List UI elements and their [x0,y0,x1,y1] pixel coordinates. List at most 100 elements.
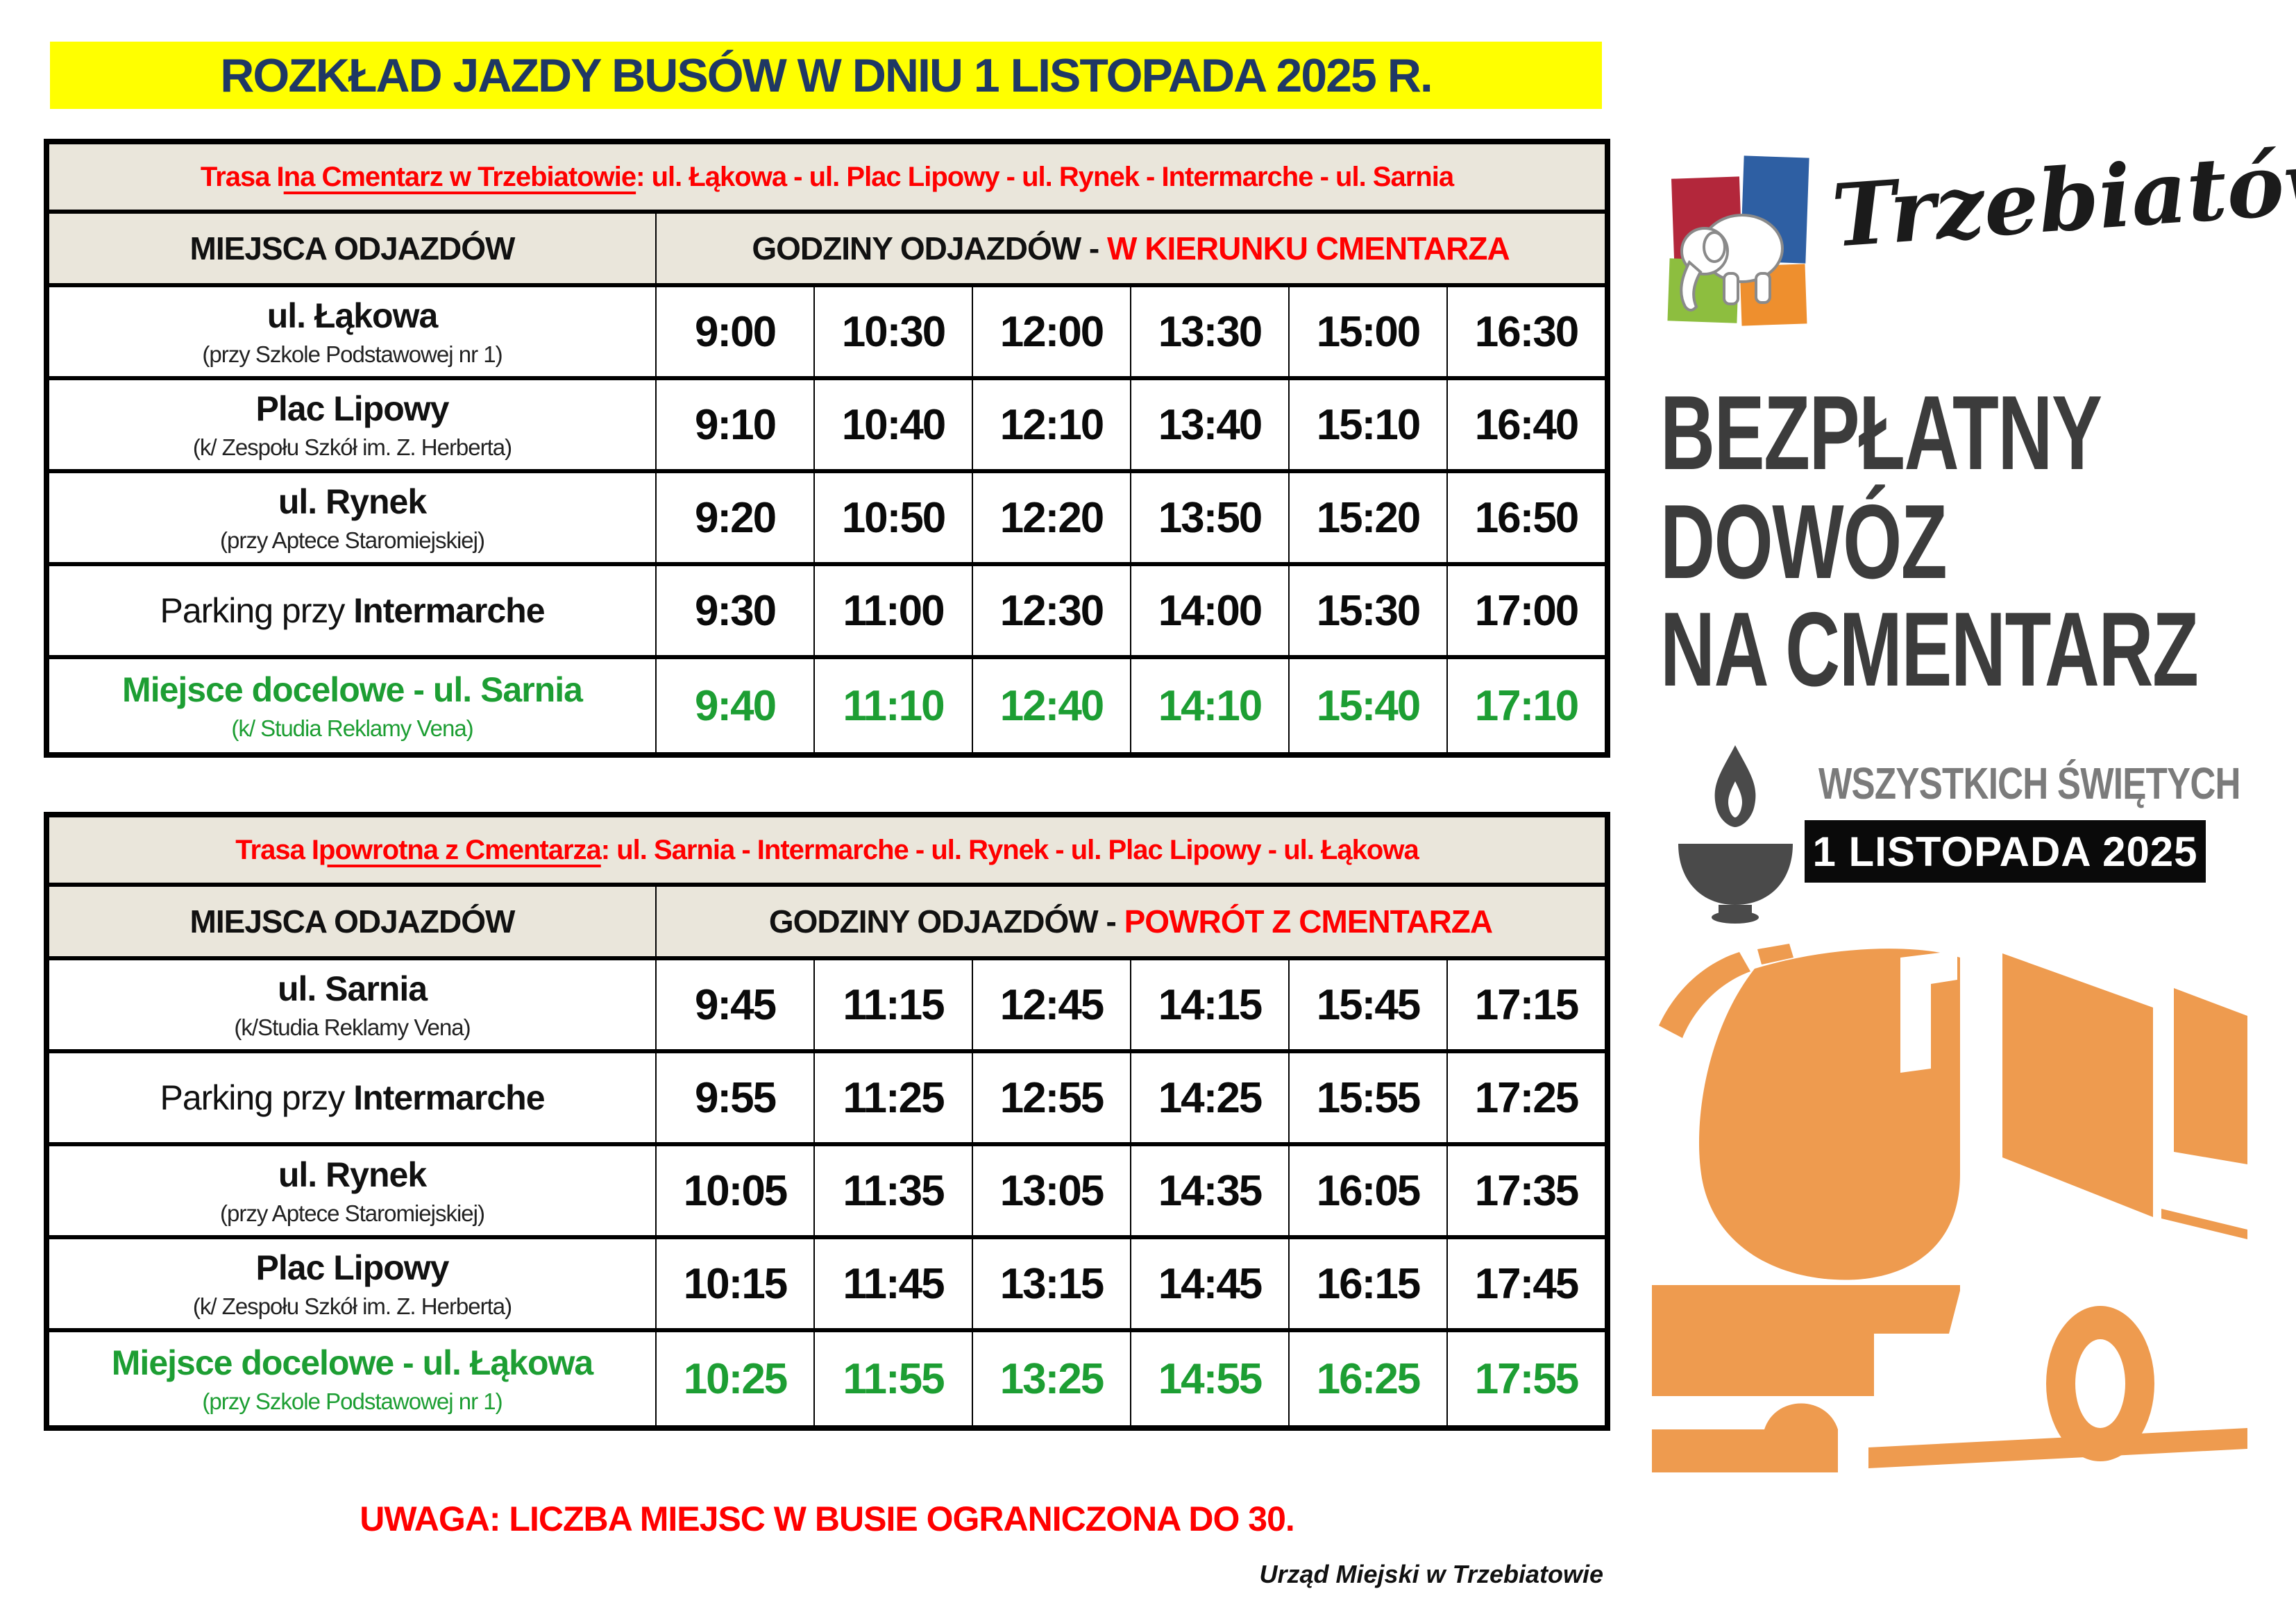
time-cell: 12:00 [973,287,1131,376]
route-prefix: Trasa I [235,834,319,865]
table-row-destination: Miejsce docelowe - ul. Sarnia (k/ Studia… [49,659,1605,752]
issuer-signature: Urząd Miejski w Trzebiatowie [1259,1560,1603,1588]
time-cell: 11:35 [815,1146,973,1235]
time-cell: 12:20 [973,473,1131,562]
time-cell: 16:30 [1474,307,1580,356]
time-cell: 17:45 [1474,1259,1580,1308]
time-cell: 10:25 [657,1332,815,1425]
time-cell: 14:25 [1131,1053,1290,1142]
time-cell: 14:10 [1131,659,1290,752]
time-cell: 9:55 [657,1053,815,1142]
table-row: ul. Rynek (przy Aptece Staromiejskiej) 1… [49,1146,1605,1239]
time-cell: 9:40 [657,659,815,752]
place-name-bold: ul. Sarnia [277,969,428,1008]
route-underlined: na Cmentarz w Trzebiatowie [283,161,636,192]
time-cell: 9:45 [657,960,815,1049]
time-cell: 9:30 [657,566,815,655]
place-name-bold: Miejsce docelowe - ul. Łąkowa [111,1343,593,1382]
departure-place-cell: ul. Rynek (przy Aptece Staromiejskiej) [49,473,657,562]
route-underlined: powrotna z Cmentarza [319,834,602,865]
departure-place-cell: Parking przy Intermarche [49,1053,657,1142]
time-cell: 10:40 [815,380,973,469]
time-cell: 9:20 [657,473,815,562]
town-name-script: Trzebiatów [1828,130,2296,267]
time-cell: 14:15 [1131,960,1290,1049]
time-cell: 15:45 [1290,960,1448,1049]
time-cell: 16:05 [1290,1146,1448,1235]
place-subtitle: (k/ Zespołu Szkół im. Z. Herberta) [192,434,512,460]
time-cell: 15:30 [1290,566,1448,655]
place-name: ul. Rynek [278,482,427,522]
table-row-destination: Miejsce docelowe - ul. Łąkowa (przy Szko… [49,1332,1605,1425]
place-name-bold: ul. Łąkowa [267,296,439,335]
route-prefix: Trasa I [200,161,285,192]
time-cell: 17:25 [1474,1073,1580,1122]
table-row: Parking przy Intermarche 9:30 11:00 12:3… [49,566,1605,659]
time-cell: 16:50 [1474,493,1580,542]
place-name-bold: Plac Lipowy [255,1248,450,1287]
table-row: ul. Łąkowa (przy Szkole Podstawowej nr 1… [49,287,1605,380]
route-header: Trasa I na Cmentarz w Trzebiatowie: ul. … [49,144,1605,214]
time-cell: 14:55 [1131,1332,1290,1425]
time-cell: 13:05 [973,1146,1131,1235]
time-cell: 12:40 [973,659,1131,752]
place-name-bold: Intermarche [353,591,545,630]
time-cell: 10:05 [657,1146,815,1235]
place-subtitle: (k/ Studia Reklamy Vena) [231,715,473,741]
column-header-row: MIEJSCA ODJAZDÓW GODZINY ODJAZDÓW - W KI… [49,214,1605,287]
time-cell: 17:10 [1474,681,1580,730]
column-header-row: MIEJSCA ODJAZDÓW GODZINY ODJAZDÓW - POWR… [49,887,1605,960]
time-cell: 17:55 [1474,1354,1580,1403]
place-name-light: Parking przy [160,1078,354,1117]
time-cell: 11:15 [815,960,973,1049]
departure-place-cell: Parking przy Intermarche [49,566,657,655]
time-cell: 11:25 [815,1053,973,1142]
time-cell: 16:15 [1290,1239,1448,1328]
capacity-note: UWAGA: LICZBA MIEJSC W BUSIE OGRANICZONA… [360,1499,1295,1538]
time-cell: 10:15 [657,1239,815,1328]
departure-place-cell: Plac Lipowy (k/ Zespołu Szkół im. Z. Her… [49,1239,657,1328]
headline-line: NA CMENTARZ [1660,590,2199,708]
place-subtitle: (k/ Zespołu Szkół im. Z. Herberta) [192,1293,512,1319]
time-cell: 13:25 [973,1332,1131,1425]
table-row: ul. Sarnia (k/Studia Reklamy Vena) 9:45 … [49,960,1605,1053]
time-cell: 11:10 [815,659,973,752]
time-cell: 13:50 [1131,473,1290,562]
time-cell: 11:00 [815,566,973,655]
timetable-return: Trasa I powrotna z Cmentarza: ul. Sarnia… [44,812,1610,1431]
time-cell: 12:55 [973,1053,1131,1142]
time-cell: 14:35 [1131,1146,1290,1235]
place-name: ul. Rynek [278,1155,427,1195]
route-header: Trasa I powrotna z Cmentarza: ul. Sarnia… [49,817,1605,887]
grave-candle-icon [1678,745,1793,924]
route-rest: : ul. Sarnia - Intermarche - ul. Rynek -… [600,834,1419,865]
departure-place-cell: ul. Sarnia (k/Studia Reklamy Vena) [49,960,657,1049]
place-subtitle: (k/Studia Reklamy Vena) [234,1014,471,1040]
time-cell: 15:40 [1290,659,1448,752]
time-cell: 14:00 [1131,566,1290,655]
time-cell: 11:45 [815,1239,973,1328]
place-subtitle: (przy Aptece Staromiejskiej) [220,527,485,553]
table-row: ul. Rynek (przy Aptece Staromiejskiej) 9… [49,473,1605,566]
time-cell: 10:50 [815,473,973,562]
table-row: Plac Lipowy (k/ Zespołu Szkół im. Z. Her… [49,1239,1605,1332]
place-name: Plac Lipowy [255,1248,450,1288]
date-badge: 1 LISTOPADA 2025 [1805,820,2206,883]
time-cell: 13:15 [973,1239,1131,1328]
departure-place-cell: Miejsce docelowe - ul. Łąkowa (przy Szko… [49,1332,657,1425]
place-name-bold: Miejsce docelowe - ul. Sarnia [122,670,583,709]
coach-bus-illustration-icon [1652,944,2247,1472]
time-cell: 15:20 [1290,473,1448,562]
time-cell: 13:30 [1131,287,1290,376]
place-name-bold: Plac Lipowy [255,389,450,428]
headline-line: DOWÓZ [1660,483,1948,601]
headline-line: BEZPŁATNY [1660,374,2102,492]
times-header-red: POWRÓT Z CMENTARZA [1124,903,1494,940]
time-cell: 15:55 [1290,1053,1448,1142]
place-subtitle: (przy Szkole Podstawowej nr 1) [202,341,503,367]
page-title: ROZKŁAD JAZDY BUSÓW W DNIU 1 LISTOPADA 2… [220,49,1433,102]
places-column-header: MIEJSCA ODJAZDÓW [49,887,657,956]
place-name-bold: ul. Rynek [278,482,427,521]
time-cell: 9:10 [657,380,815,469]
time-cell: 12:10 [973,380,1131,469]
